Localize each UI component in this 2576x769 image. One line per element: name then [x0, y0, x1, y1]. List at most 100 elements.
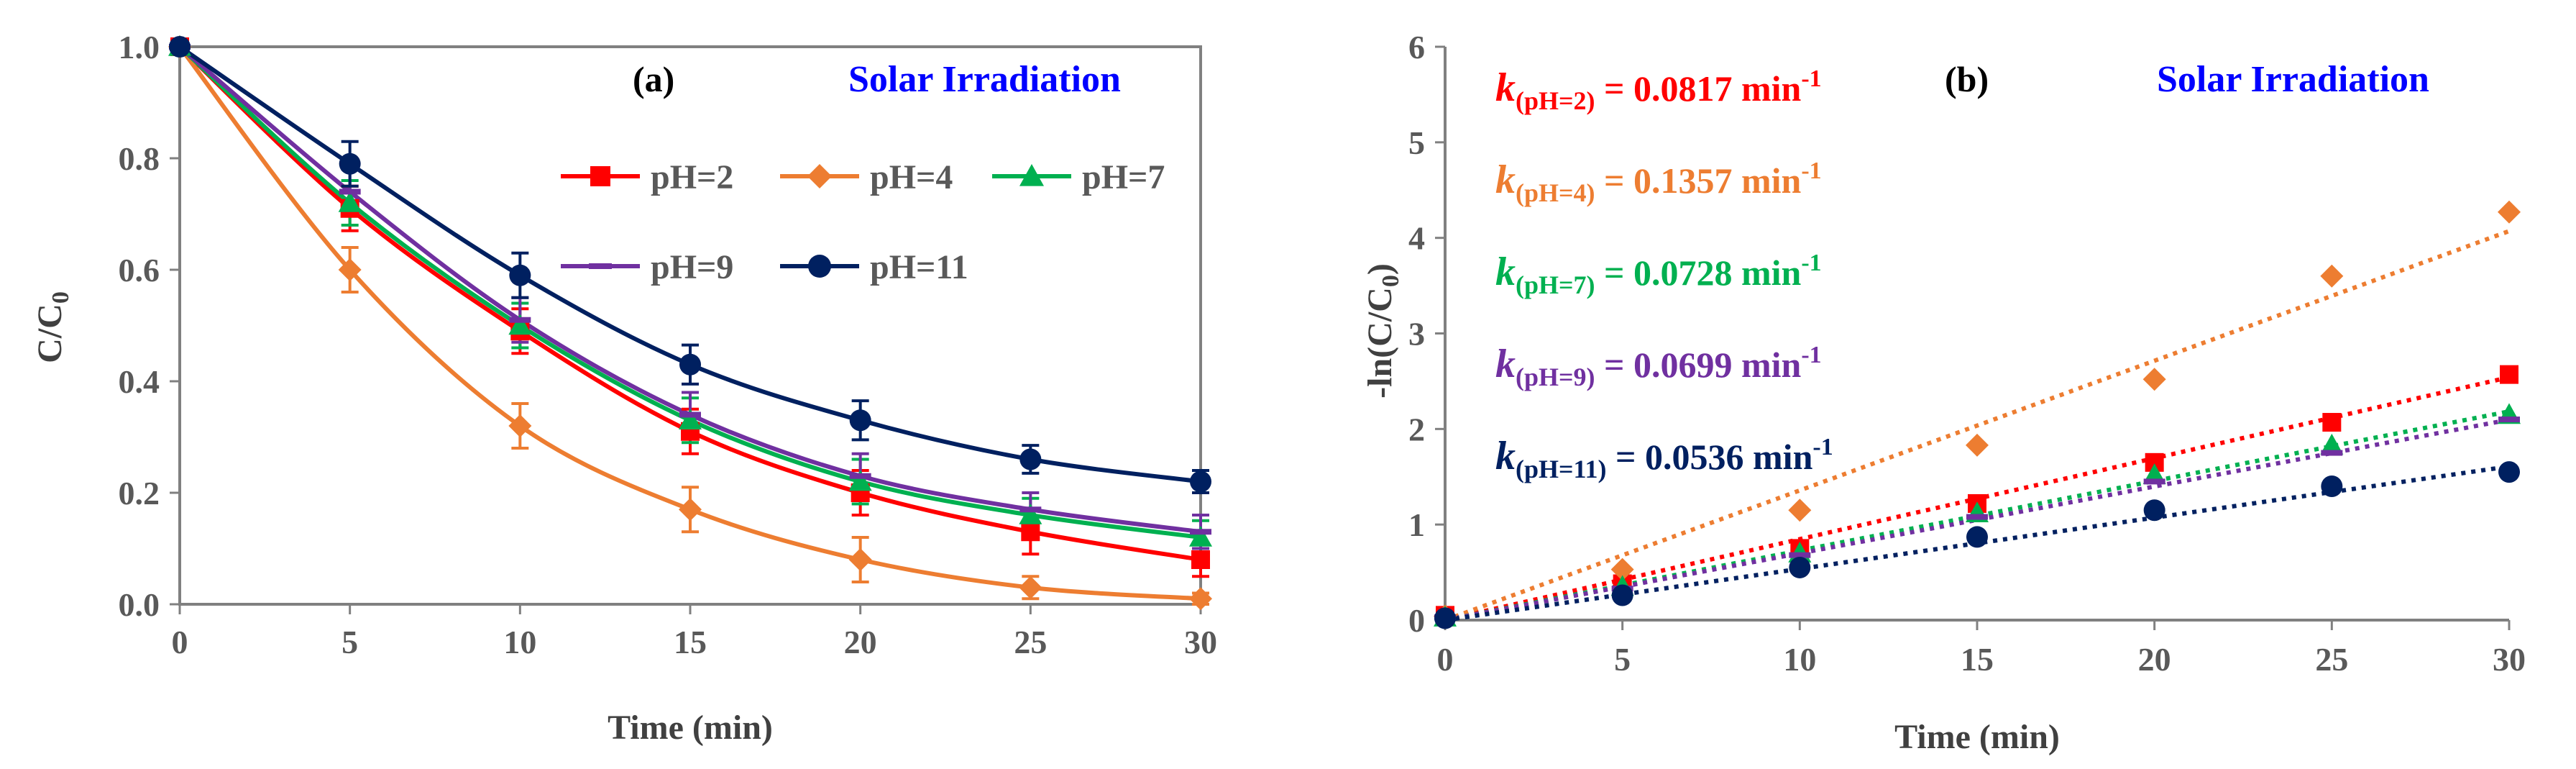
panel-a-error-bars — [341, 140, 1209, 606]
rate-subscript: (pH=2) — [1516, 86, 1595, 115]
panel-b-y-ticks: 0 1 2 3 4 5 6 — [1408, 29, 1445, 639]
panel-b-point-ph-11 — [1789, 556, 1811, 578]
panel-b-point-ph-4 — [2142, 368, 2166, 391]
panel-a-legend-marker — [589, 263, 612, 269]
rate-superscript: -1 — [1801, 158, 1821, 184]
panel-a-ylabel-main: C/C — [31, 304, 69, 363]
panel-a-markers — [168, 35, 1212, 611]
panel-a-point-ph-2 — [1191, 550, 1210, 569]
panel-b-point-ph-11 — [1611, 584, 1633, 606]
panel-a-point-ph-7 — [508, 314, 532, 335]
panel-b-point-ph-4 — [2498, 200, 2521, 224]
panel-a-point-ph-9 — [509, 317, 531, 323]
rate-value: = 0.1357 min — [1595, 160, 1802, 201]
panel-a-y-axis-title: C/C0 — [31, 291, 74, 363]
rate-value: = 0.0536 min — [1607, 437, 1813, 477]
panel-a-legend-label-ph-11: pH=11 — [870, 248, 968, 286]
panel-b-point-ph-2 — [2500, 365, 2518, 384]
panel-b-rate-constants: k(pH=2) = 0.0817 min-1k(pH=4) = 0.1357 m… — [1495, 65, 1833, 483]
panel-a-point-ph-4 — [679, 498, 702, 522]
panel-a-point-ph-4 — [1189, 587, 1212, 611]
panel-b-y-tick-label: 0 — [1408, 602, 1425, 639]
panel-a-point-ph-4 — [848, 548, 872, 571]
panel-b-y-tick-label: 1 — [1408, 506, 1425, 543]
panel-a-legend-label-ph-4: pH=4 — [870, 158, 953, 196]
panel-b-point-ph-11 — [2143, 499, 2165, 522]
panel-a-annotation: Solar Irradiation — [848, 59, 1121, 100]
rate-superscript: -1 — [1801, 250, 1821, 276]
panel-a-point-ph-7 — [1019, 504, 1042, 524]
panel-a-legend-marker — [590, 166, 610, 186]
panel-b-x-tick-label: 20 — [2138, 641, 2171, 678]
panel-b-chart: 0 1 2 3 4 5 6 0 5 10 15 20 25 30 (b) Solar Irradiati… — [1361, 29, 2526, 756]
panel-b-point-ph-2 — [2322, 413, 2342, 432]
panel-b-point-ph-9 — [2498, 417, 2520, 423]
panel-b-x-ticks: 0 5 10 15 20 25 30 — [1437, 620, 2526, 678]
panel-a-point-ph-7 — [1189, 526, 1212, 547]
panel-a-y-tick-label: 0.8 — [119, 140, 160, 177]
panel-a-point-ph-9 — [339, 188, 361, 195]
rate-value: = 0.0699 min — [1595, 345, 1802, 385]
panel-b-point-ph-9 — [2321, 450, 2343, 456]
panel-b-point-ph-11 — [2498, 461, 2520, 483]
panel-a-y-ticks: 0.0 0.2 0.4 0.6 0.8 1.0 — [119, 29, 180, 623]
panel-a-point-ph-7 — [848, 470, 872, 491]
panel-a-legend-marker — [1019, 164, 1044, 186]
panel-b-x-tick-label: 25 — [2315, 641, 2348, 678]
panel-a-x-tick-label: 30 — [1184, 624, 1217, 660]
panel-a-point-ph-9 — [849, 473, 871, 479]
panel-a-curve-ph-9 — [178, 45, 1201, 534]
panel-b-point-ph-11 — [1966, 526, 1988, 548]
panel-b-rate-label: k(pH=4) = 0.1357 min-1 — [1495, 158, 1822, 207]
rate-k-symbol: k — [1495, 158, 1516, 202]
rate-subscript: (pH=9) — [1516, 363, 1595, 391]
panel-b-x-tick-label: 15 — [1961, 641, 1994, 678]
panel-a-x-tick-label: 15 — [674, 624, 707, 660]
panel-b-point-ph-4 — [1966, 433, 1989, 457]
panel-b-y-tick-label: 6 — [1408, 29, 1425, 65]
panel-b-x-tick-label: 5 — [1614, 641, 1631, 678]
panel-b-y-tick-label: 4 — [1408, 220, 1425, 257]
panel-a-y-tick-label: 1.0 — [119, 29, 160, 65]
panel-a-point-ph-7 — [679, 409, 702, 430]
panel-b-point-ph-4 — [1610, 558, 1634, 581]
panel-b-ylabel-main: -ln(C/C — [1361, 287, 1399, 399]
panel-b-rate-label: k(pH=2) = 0.0817 min-1 — [1495, 65, 1822, 115]
panel-a-point-ph-11 — [169, 36, 191, 58]
panel-a-point-ph-11 — [339, 153, 361, 175]
rate-subscript: (pH=7) — [1516, 270, 1595, 299]
panel-a-legend-marker — [807, 164, 832, 188]
panel-b-rate-label: k(pH=7) = 0.0728 min-1 — [1495, 250, 1822, 299]
panel-b-point-ph-4 — [1788, 499, 1812, 522]
panel-b-label: (b) — [1945, 59, 1989, 99]
panel-b-point-ph-4 — [2320, 264, 2344, 288]
panel-a-point-ph-11 — [1019, 448, 1042, 470]
panel-a-y-tick-label: 0.4 — [119, 363, 160, 400]
panel-a-x-ticks: 0 5 10 15 20 25 30 — [172, 604, 1217, 660]
panel-b-x-tick-label: 0 — [1437, 641, 1454, 678]
panel-b-rate-label: k(pH=11) = 0.0536 min-1 — [1495, 434, 1833, 483]
rate-k-symbol: k — [1495, 65, 1516, 110]
panel-b-x-axis-title: Time (min) — [1894, 718, 2060, 756]
panel-a-ylabel-sub: 0 — [47, 291, 74, 304]
panel-b-x-tick-label: 30 — [2493, 641, 2526, 678]
panel-b-y-axis-title: -ln(C/C0) — [1361, 263, 1404, 399]
panel-b-point-ph-9 — [2143, 478, 2165, 485]
panel-a-point-ph-9 — [1190, 529, 1211, 535]
panel-b-annotation: Solar Irradiation — [2157, 59, 2429, 100]
rate-subscript: (pH=4) — [1516, 178, 1595, 207]
rate-superscript: -1 — [1801, 342, 1821, 368]
panel-b-ylabel-sub: 0 — [1378, 275, 1404, 287]
panel-a-x-tick-label: 10 — [503, 624, 536, 660]
panel-b-y-tick-label: 3 — [1408, 316, 1425, 352]
panel-a-point-ph-11 — [679, 353, 701, 376]
panel-a-legend: pH=2 pH=4 pH=7 pH=9 pH=11 — [561, 158, 1165, 286]
panel-a-legend-label-ph-2: pH=2 — [651, 158, 733, 196]
panel-b-markers — [1434, 200, 2521, 629]
rate-k-symbol: k — [1495, 250, 1516, 294]
panel-a-legend-marker — [808, 255, 831, 278]
panel-a-legend-label-ph-7: pH=7 — [1082, 158, 1165, 196]
panel-b-trendline-ph-4 — [1444, 229, 2511, 622]
panel-b-ylabel-end: ) — [1361, 263, 1399, 275]
panel-a-x-tick-label: 0 — [172, 624, 188, 660]
